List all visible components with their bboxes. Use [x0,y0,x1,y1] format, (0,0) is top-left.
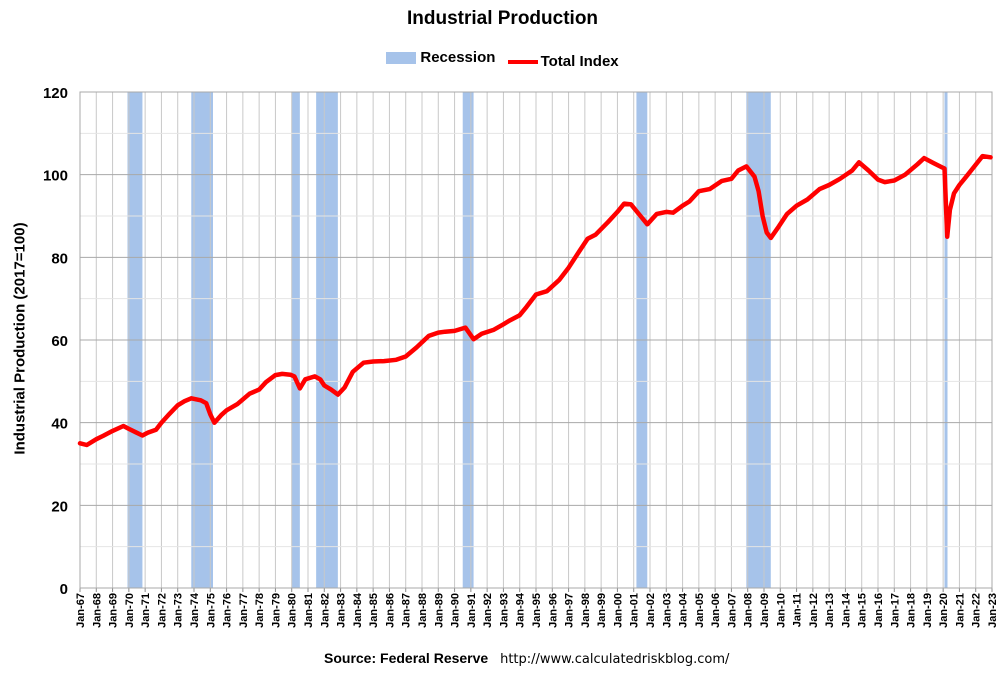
x-tick-label: Jan-21 [954,593,966,628]
y-tick-label: 20 [51,498,68,515]
x-tick-label: Jan-12 [808,593,820,628]
source-label: Source: Federal Reserve [324,650,489,666]
x-tick-label: Jan-22 [971,593,983,628]
y-tick-label: 120 [43,85,68,102]
legend-item-recession: Recession [386,49,495,66]
x-tick-label: Jan-03 [661,593,673,628]
x-tick-label: Jan-23 [987,593,999,628]
x-tick-label: Jan-78 [254,593,266,628]
series-line-total-index [77,153,993,448]
x-tick-label: Jan-96 [547,593,559,628]
x-tick-label: Jan-73 [173,593,185,628]
x-tick-label: Jan-10 [775,593,787,628]
x-tick-label: Jan-97 [564,593,576,628]
x-tick-label: Jan-81 [303,593,315,628]
x-tick-label: Jan-07 [726,593,738,628]
x-tick-label: Jan-05 [694,593,706,628]
x-tick-label: Jan-84 [352,592,364,628]
x-tick-label: Jan-85 [368,593,380,628]
source-note: Source: Federal Reserve http://www.calcu… [324,650,729,667]
x-tick-label: Jan-01 [629,593,641,628]
x-tick-label: Jan-99 [596,593,608,628]
x-tick-label: Jan-89 [433,593,445,628]
x-tick-label: Jan-20 [938,593,950,628]
x-tick-label: Jan-68 [91,593,103,628]
x-tick-label: Jan-75 [205,593,217,628]
x-tick-label: Jan-17 [889,593,901,628]
x-tick-label: Jan-18 [906,593,918,628]
x-tick-label: Jan-94 [515,592,527,628]
x-tick-label: Jan-06 [710,593,722,628]
x-tick-label: Jan-15 [857,593,869,628]
x-tick-label: Jan-11 [792,593,804,627]
x-tick-label: Jan-67 [75,593,87,628]
x-tick-label: Jan-76 [222,593,234,628]
x-tick-label: Jan-02 [645,593,657,628]
legend: Recession Total Index [0,49,1005,70]
y-tick-label: 100 [43,168,68,185]
legend-swatch-total-index [507,59,538,64]
x-tick-label: Jan-74 [189,592,201,628]
x-tick-label: Jan-19 [922,593,934,628]
x-tick-label: Jan-00 [612,593,624,628]
source-url: http://www.calculatedriskblog.com/ [500,652,730,667]
x-tick-label: Jan-72 [156,593,168,628]
chart-title: Industrial Production [406,8,599,29]
x-tick-label: Jan-14 [840,592,852,628]
x-tick-label: Jan-90 [450,593,462,628]
x-tick-label: Jan-95 [531,593,543,628]
legend-label-total-index: Total Index [540,53,619,70]
x-tick-label: Jan-69 [108,593,120,628]
x-tick-label: Jan-09 [759,593,771,628]
x-tick-label: Jan-88 [417,593,429,628]
x-tick-label: Jan-83 [336,593,348,628]
x-tick-label: Jan-08 [743,593,755,628]
x-tick-label: Jan-86 [384,593,396,628]
x-tick-label: Jan-04 [678,592,690,628]
x-tick-label: Jan-87 [401,593,413,628]
x-tick-label: Jan-71 [140,593,152,628]
x-tick-label: Jan-80 [287,593,299,628]
x-tick-label: Jan-79 [270,593,282,628]
x-tick-label: Jan-13 [824,593,836,628]
x-tick-label: Jan-16 [873,593,885,628]
x-tick-label: Jan-91 [466,593,478,628]
x-tick-label: Jan-93 [498,593,510,628]
y-tick-label: 60 [51,333,68,350]
x-tick-label: Jan-92 [482,593,494,628]
x-tick-label: Jan-77 [238,593,250,628]
legend-label-recession: Recession [420,49,496,66]
x-tick-label: Jan-98 [580,593,592,628]
legend-item-total-index: Total Index [507,53,619,70]
x-tick-label: Jan-82 [319,593,331,628]
x-tick-label: Jan-70 [124,593,136,628]
y-tick-label: 0 [60,581,68,598]
plot-border [79,91,993,589]
y-tick-label: 80 [51,250,68,267]
y-tick-label: 40 [51,416,68,433]
legend-swatch-recession [386,51,417,64]
